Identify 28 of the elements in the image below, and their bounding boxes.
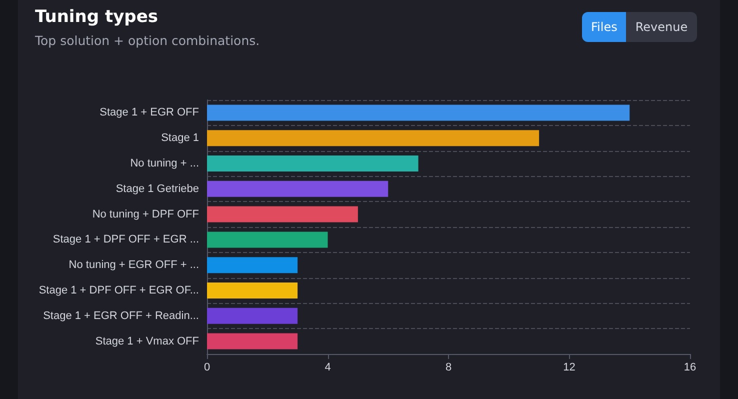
y-tick-label: Stage 1 + DPF OFF + EGR OF...	[38, 284, 199, 296]
bar	[207, 257, 298, 274]
chart-subtitle: Top solution + option combinations.	[35, 33, 260, 48]
bar	[207, 180, 388, 197]
y-tick-label: No tuning + ...	[130, 158, 199, 170]
bar	[207, 130, 540, 146]
toggle-buttons: Files Revenue	[582, 12, 697, 42]
y-tick-label: Stage 1 + EGR OFF	[100, 106, 200, 119]
y-tick-label: Stage 1 + Vmax OFF	[95, 335, 200, 348]
x-tick-label: 8	[445, 362, 452, 374]
y-tick-label: Stage 1 Getriebe	[116, 182, 199, 195]
y-tick-label: No tuning + DPF OFF	[92, 208, 200, 220]
bar	[207, 104, 630, 121]
bar	[207, 282, 298, 298]
bar	[207, 333, 298, 350]
y-tick-label: Stage 1	[161, 132, 199, 144]
chart-title: Tuning types	[35, 7, 158, 27]
bar	[207, 232, 328, 248]
x-tick-label: 4	[324, 362, 331, 374]
bar	[207, 156, 418, 172]
bar	[207, 206, 358, 222]
x-tick-label: 12	[563, 362, 576, 374]
y-tick-label: Stage 1 + EGR OFF + Readin...	[43, 310, 199, 322]
x-tick-label: 16	[684, 362, 696, 374]
y-tick-label: Stage 1 + DPF OFF + EGR ...	[52, 234, 199, 246]
x-tick-label: 0	[204, 362, 210, 374]
bar	[207, 308, 298, 324]
y-tick-label: No tuning + EGR OFF + ...	[68, 259, 199, 272]
